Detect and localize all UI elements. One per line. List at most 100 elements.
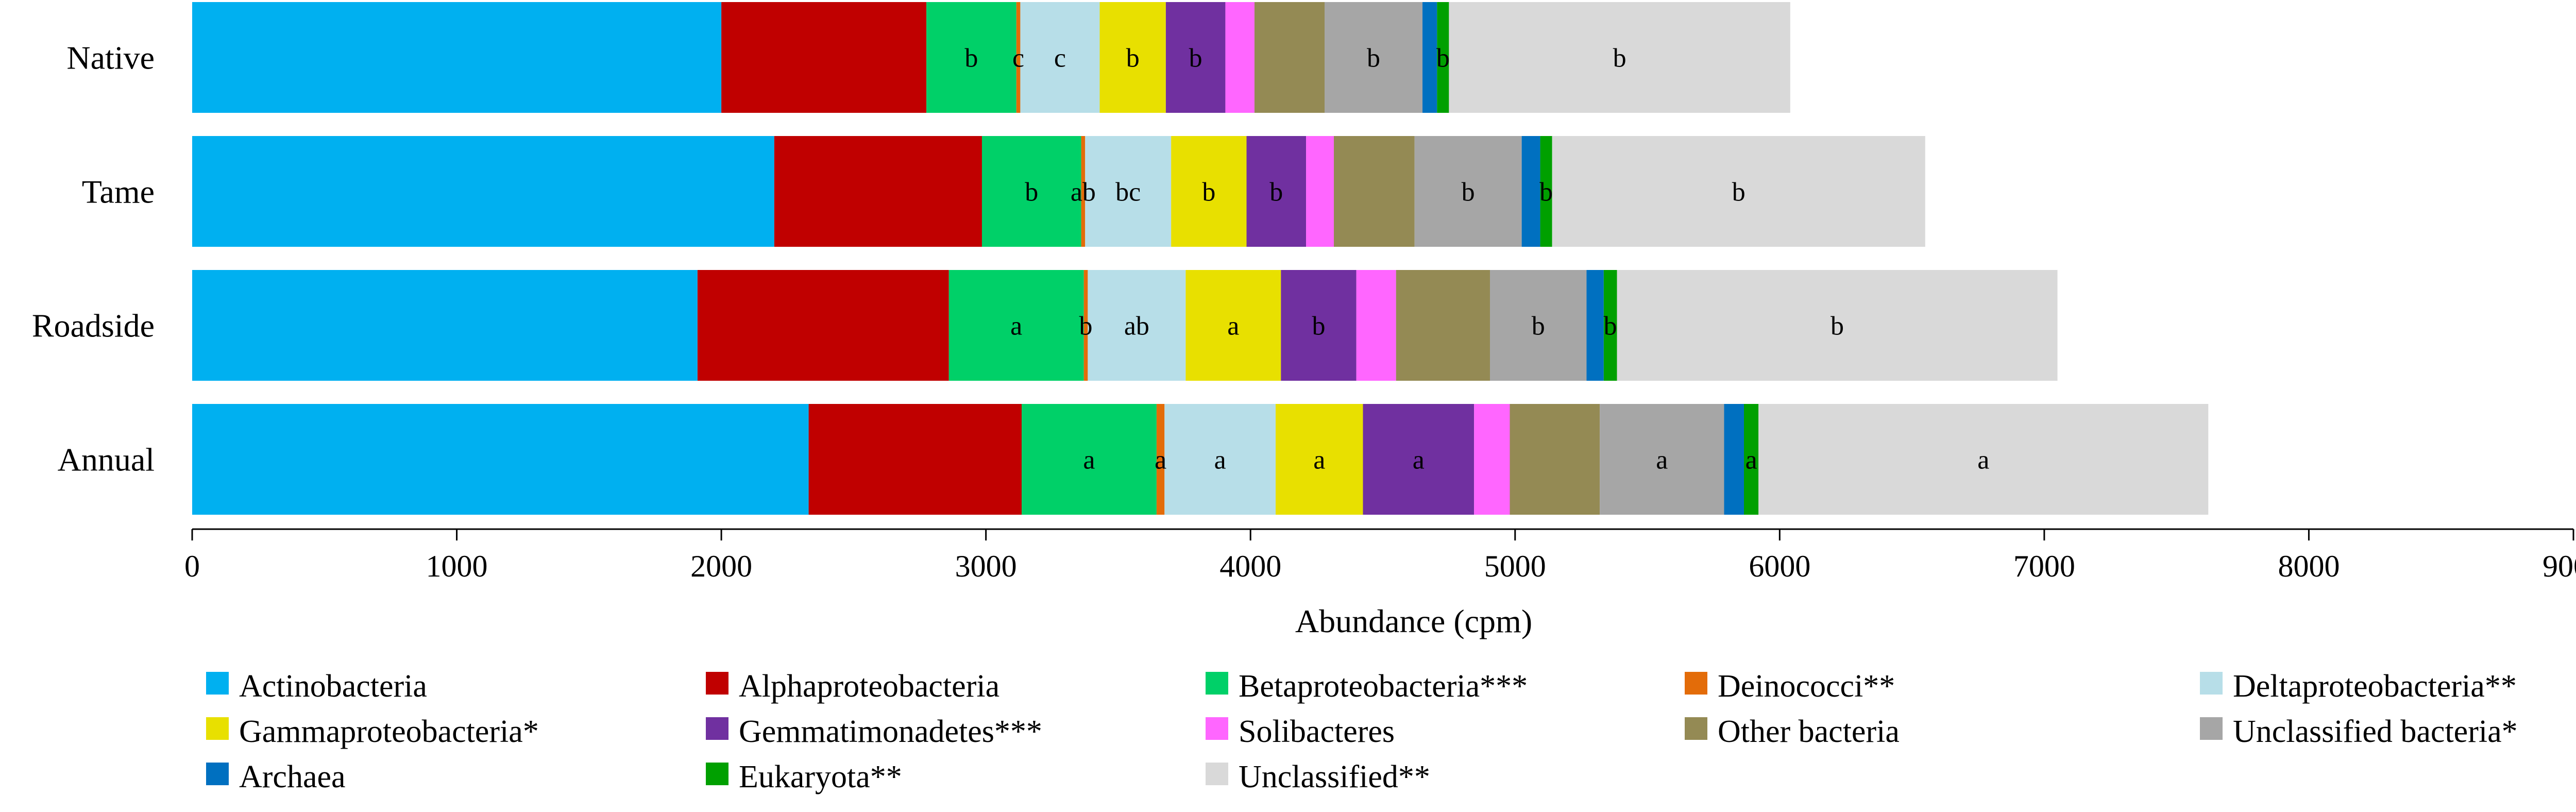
bar-segment bbox=[1744, 404, 1759, 515]
legend-label: Other bacteria bbox=[1718, 714, 1900, 749]
x-tick-label: 1000 bbox=[426, 549, 488, 583]
bar-segment bbox=[1586, 270, 1604, 381]
bar-segment bbox=[1246, 136, 1307, 247]
bar-segment bbox=[1396, 270, 1490, 381]
significance-letter: c bbox=[1054, 44, 1066, 73]
bar-segment bbox=[1422, 2, 1437, 113]
significance-letter: b bbox=[1079, 312, 1093, 341]
x-tick-label: 9000 bbox=[2543, 549, 2576, 583]
significance-letter: a bbox=[1227, 312, 1239, 341]
legend-swatch bbox=[706, 717, 728, 740]
bar-segment bbox=[192, 2, 722, 113]
significance-letter: c bbox=[1012, 44, 1024, 73]
category-labels-group: Native Tame Roadside Annual bbox=[32, 40, 155, 478]
legend-swatch bbox=[206, 717, 229, 740]
significance-letter: b bbox=[1462, 178, 1475, 207]
category-label: Native bbox=[66, 40, 155, 76]
significance-letter: b bbox=[1126, 44, 1140, 73]
significance-letter: b bbox=[1604, 312, 1617, 341]
category-label: Tame bbox=[82, 174, 155, 210]
bar-segment bbox=[1552, 136, 1925, 247]
significance-letter: bc bbox=[1115, 178, 1141, 207]
segment-labels-group: b c c b b b b bb ab bc b b b b ba b ab a b b b ba a a a a a a a bbox=[964, 44, 1989, 475]
bar-segment bbox=[1540, 136, 1552, 247]
significance-letter: b bbox=[1613, 44, 1626, 73]
bar-segment bbox=[1156, 404, 1165, 515]
bar-segment bbox=[1437, 2, 1449, 113]
legend-swatch bbox=[206, 763, 229, 785]
legend-label: Solibacteres bbox=[1239, 714, 1395, 749]
legend-swatch bbox=[1206, 672, 1228, 695]
bar-segment bbox=[808, 404, 1022, 515]
legend-label: Archaea bbox=[239, 759, 346, 794]
significance-letter: b bbox=[1539, 178, 1553, 207]
bar-segment bbox=[1020, 2, 1100, 113]
significance-letter: a bbox=[1413, 446, 1425, 475]
bar-segment bbox=[1171, 136, 1247, 247]
legend-swatch bbox=[1206, 717, 1228, 740]
bar-segment bbox=[948, 270, 1084, 381]
bar-segment bbox=[1016, 2, 1021, 113]
bar-segment bbox=[1758, 404, 2209, 515]
bar-segment bbox=[1356, 270, 1396, 381]
legend-swatch bbox=[2200, 672, 2223, 695]
bar-segment bbox=[1165, 2, 1226, 113]
legend-swatch bbox=[206, 672, 229, 695]
bar-segment bbox=[192, 136, 774, 247]
significance-letter: a bbox=[1155, 446, 1166, 475]
legend-label: Deltaproteobacteria** bbox=[2233, 669, 2517, 704]
significance-letter: a bbox=[1656, 446, 1668, 475]
bar-segment bbox=[1724, 404, 1744, 515]
legend-label: Unclassified bacteria* bbox=[2233, 714, 2518, 749]
legend-label: Gemmatimonadetes*** bbox=[739, 714, 1042, 749]
legend-swatch bbox=[706, 763, 728, 785]
category-label: Annual bbox=[58, 442, 155, 478]
bar-segment bbox=[1474, 404, 1510, 515]
bar-segment bbox=[1081, 136, 1086, 247]
bar-segment bbox=[1085, 136, 1172, 247]
significance-letter: a bbox=[1745, 446, 1757, 475]
significance-letter: a bbox=[1214, 446, 1226, 475]
significance-letter: a bbox=[1010, 312, 1022, 341]
bar-segment bbox=[1489, 270, 1587, 381]
legend-label: Actinobacteria bbox=[239, 669, 427, 704]
significance-letter: b bbox=[1269, 178, 1283, 207]
significance-letter: a bbox=[1313, 446, 1325, 475]
bar-segment bbox=[1088, 270, 1186, 381]
bar-segment bbox=[981, 136, 1081, 247]
x-tick-label: 0 bbox=[184, 549, 200, 583]
bar-segment bbox=[1603, 270, 1617, 381]
legend-label: Betaproteobacteria*** bbox=[1239, 669, 1528, 704]
bar-segment bbox=[721, 2, 927, 113]
bar-segment bbox=[1510, 404, 1600, 515]
bar-segment bbox=[1254, 2, 1325, 113]
legend-swatch bbox=[2200, 717, 2223, 740]
legend-swatch bbox=[1685, 717, 1707, 740]
bar-segment bbox=[697, 270, 949, 381]
bar-segment bbox=[1617, 270, 2058, 381]
x-tick-label: 3000 bbox=[955, 549, 1017, 583]
x-tick-label: 8000 bbox=[2278, 549, 2340, 583]
legend-swatch bbox=[1685, 672, 1707, 695]
bar-segment bbox=[192, 404, 809, 515]
legend: Actinobacteria Alphaproteobacteria Betapro… bbox=[206, 669, 2518, 794]
significance-letter: b bbox=[1367, 44, 1380, 73]
significance-letter: b bbox=[1831, 312, 1844, 341]
legend-label: Unclassified** bbox=[1239, 759, 1430, 794]
legend-swatch bbox=[1206, 763, 1228, 785]
x-tick-label: 2000 bbox=[690, 549, 752, 583]
bar-segment bbox=[192, 270, 698, 381]
significance-letter: a bbox=[1977, 446, 1989, 475]
bar-segment bbox=[1414, 136, 1522, 247]
bar-segment bbox=[1521, 136, 1540, 247]
category-label: Roadside bbox=[32, 308, 155, 344]
bar-segment bbox=[1363, 404, 1475, 515]
bar-segment bbox=[926, 2, 1016, 113]
bar-segment bbox=[1083, 270, 1088, 381]
legend-label: Gammaproteobacteria* bbox=[239, 714, 539, 749]
x-tick-label: 5000 bbox=[1484, 549, 1546, 583]
significance-letter: b bbox=[1436, 44, 1450, 73]
bar-segment bbox=[1185, 270, 1281, 381]
bar-segment bbox=[1600, 404, 1724, 515]
